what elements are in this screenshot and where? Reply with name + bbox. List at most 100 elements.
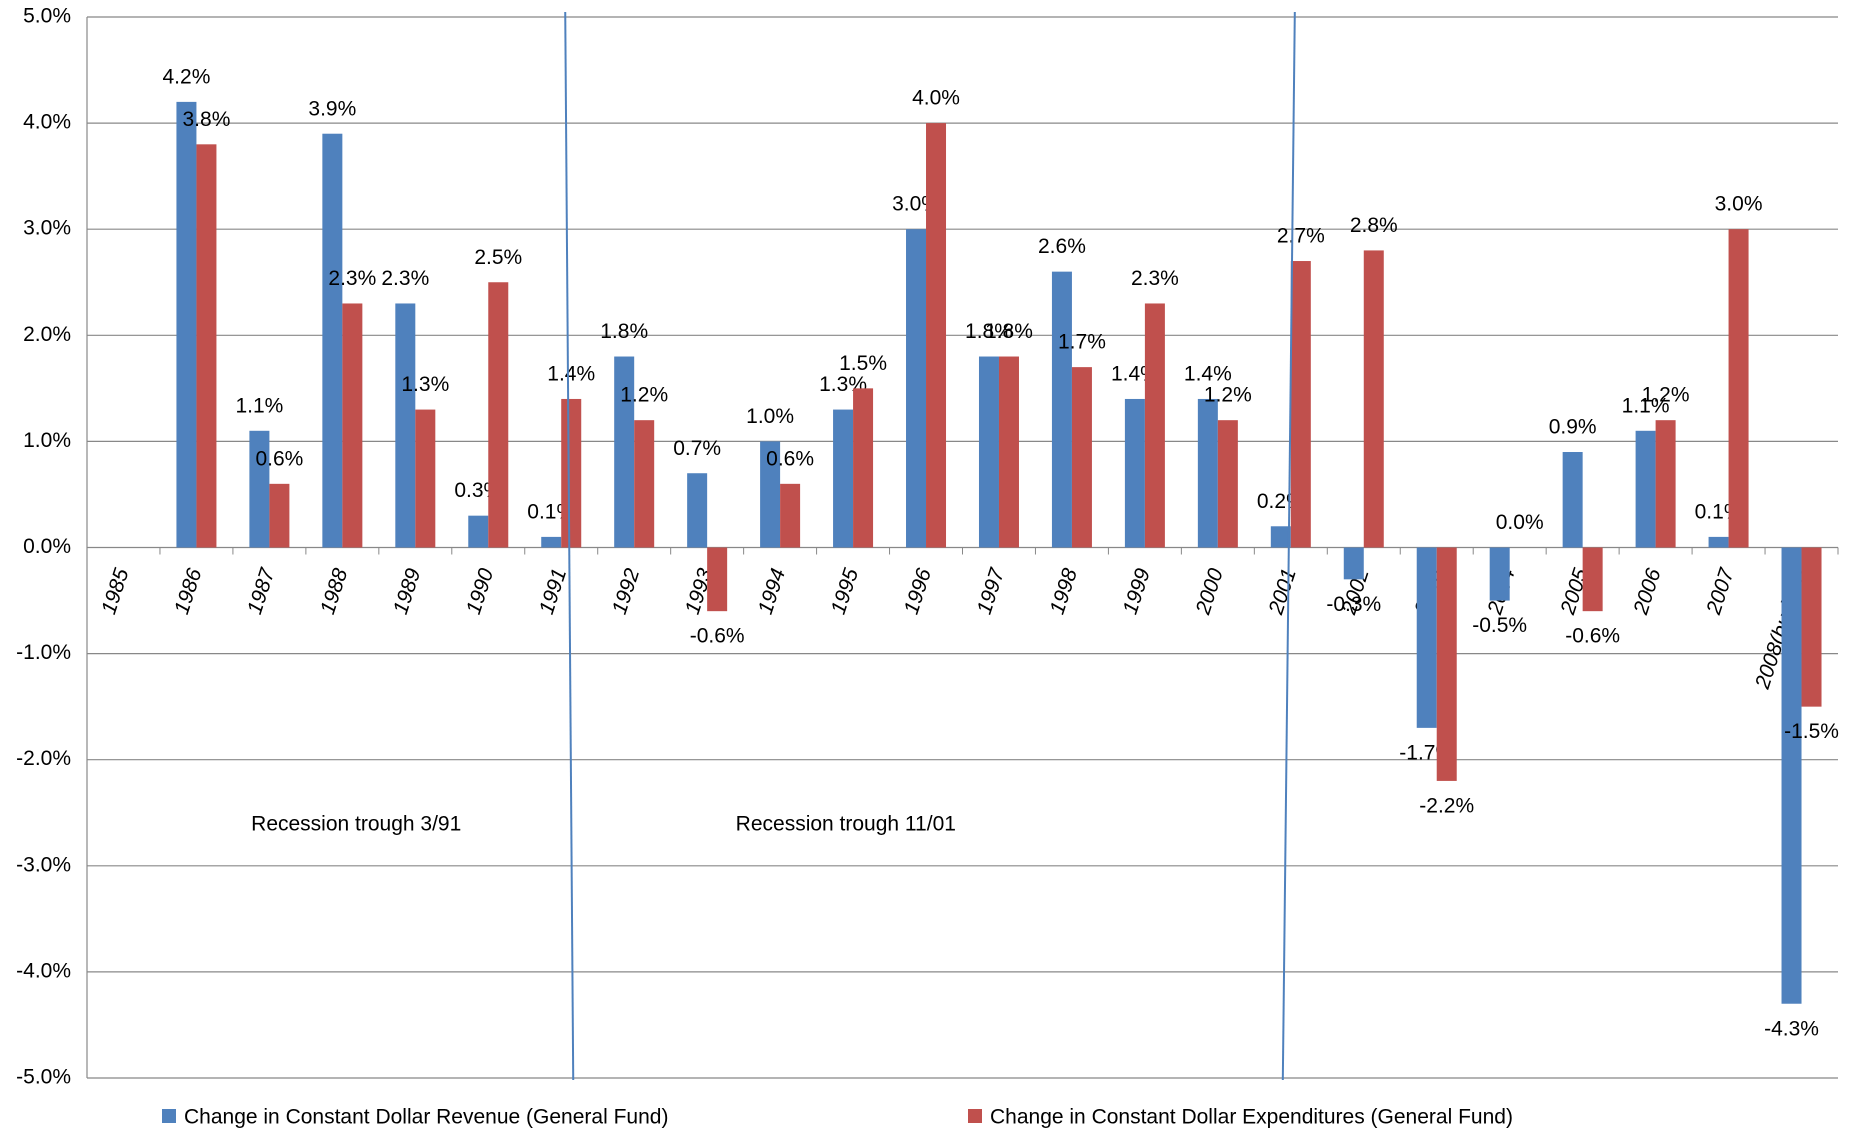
data-label: 2.3%	[1131, 267, 1179, 290]
bar	[1071, 367, 1092, 548]
data-label: 2.8%	[1350, 214, 1398, 237]
bar	[687, 473, 708, 548]
bar	[760, 441, 781, 548]
data-label: 1.8%	[985, 320, 1033, 343]
bar	[1416, 547, 1437, 728]
bar	[342, 303, 363, 548]
data-label: 0.6%	[255, 447, 303, 470]
bar	[1436, 547, 1457, 781]
bar	[1582, 547, 1603, 612]
bar	[707, 547, 728, 612]
y-tick-label: 0.0%	[23, 535, 71, 558]
x-tick-label: 1998	[1046, 565, 1082, 617]
bar	[488, 282, 509, 548]
y-tick-label: -2.0%	[16, 747, 71, 770]
data-label: 2.3%	[328, 267, 376, 290]
data-label: 2.6%	[1038, 235, 1086, 258]
data-label: 2.3%	[381, 267, 429, 290]
x-tick-label: 1987	[243, 564, 280, 617]
bar	[1489, 547, 1510, 601]
data-label: 3.9%	[308, 97, 356, 120]
data-label: 1.8%	[600, 320, 648, 343]
legend-swatch	[968, 1109, 982, 1123]
x-tick-label: 1989	[389, 565, 425, 617]
legend-swatch	[162, 1109, 176, 1123]
recession-line	[564, 11, 575, 1081]
bar	[561, 398, 582, 548]
bar	[1708, 536, 1729, 548]
y-tick-label: -4.0%	[16, 959, 71, 982]
bar	[1197, 398, 1218, 548]
bar	[1655, 420, 1676, 548]
data-label: -2.2%	[1419, 794, 1474, 817]
bar	[1781, 547, 1802, 1004]
bar	[1363, 250, 1384, 548]
x-tick-label: 2000	[1191, 565, 1228, 618]
y-tick-label: 2.0%	[23, 323, 71, 346]
y-tick-label: -3.0%	[16, 853, 71, 876]
bar	[614, 356, 635, 548]
annotation: Recession trough 11/01	[736, 813, 956, 836]
bar	[269, 483, 290, 548]
y-tick-label: 4.0%	[23, 111, 71, 134]
bar	[1124, 398, 1145, 548]
x-tick-label: 1997	[973, 564, 1010, 617]
data-label: -0.3%	[1326, 593, 1381, 616]
data-label: 4.2%	[163, 65, 211, 88]
bar	[998, 356, 1019, 548]
data-label: 3.0%	[1715, 193, 1763, 216]
data-label: 1.2%	[620, 384, 668, 407]
y-tick-label: -1.0%	[16, 641, 71, 664]
bar	[541, 536, 562, 548]
x-tick-label: 2001	[1264, 566, 1301, 618]
x-tick-label: 1999	[1119, 565, 1155, 617]
data-label: -4.3%	[1764, 1017, 1819, 1040]
data-label: 3.8%	[183, 108, 231, 131]
data-label: 1.1%	[1622, 394, 1670, 417]
bar	[395, 303, 416, 548]
x-tick-label: 1986	[170, 565, 206, 617]
x-tick-label: 1996	[900, 565, 936, 617]
y-tick-label: 1.0%	[23, 429, 71, 452]
recession-line	[1281, 11, 1296, 1081]
bar	[1051, 271, 1072, 548]
bar	[249, 430, 270, 548]
bar	[780, 483, 801, 548]
data-label: 1.7%	[1058, 331, 1106, 354]
bar	[468, 515, 489, 548]
bar	[1144, 303, 1165, 548]
x-tick-label: 2006	[1629, 565, 1666, 618]
data-label: 1.0%	[746, 405, 794, 428]
data-label: 1.5%	[839, 352, 887, 375]
bar	[906, 229, 927, 548]
x-tick-label: 1985	[97, 565, 133, 617]
data-label: -0.5%	[1472, 614, 1527, 637]
x-tick-label: 1995	[827, 565, 863, 617]
data-label: -0.6%	[1565, 625, 1620, 648]
data-label: -1.5%	[1784, 720, 1839, 743]
data-label: 0.9%	[1549, 416, 1597, 439]
bar	[1217, 420, 1238, 548]
x-tick-label: 1988	[316, 565, 352, 617]
y-tick-label: 5.0%	[23, 5, 71, 28]
bar	[415, 409, 436, 548]
bar	[926, 123, 947, 548]
data-label: 0.7%	[673, 437, 721, 460]
data-label: 1.2%	[1642, 384, 1690, 407]
x-tick-label: 1992	[608, 565, 644, 617]
bar	[176, 101, 197, 548]
bar	[196, 144, 217, 548]
data-label: 1.8%	[965, 320, 1013, 343]
bar	[1290, 261, 1311, 548]
y-tick-label: 3.0%	[23, 217, 71, 240]
data-label: 0.0%	[1496, 511, 1544, 534]
data-label: 1.2%	[1204, 384, 1252, 407]
bar	[1801, 547, 1822, 707]
x-tick-label: 1994	[754, 566, 790, 618]
bar	[1562, 452, 1583, 548]
bar	[1270, 526, 1291, 548]
bar	[1728, 229, 1749, 548]
bar	[1635, 430, 1656, 548]
y-tick-label: -5.0%	[16, 1066, 71, 1089]
